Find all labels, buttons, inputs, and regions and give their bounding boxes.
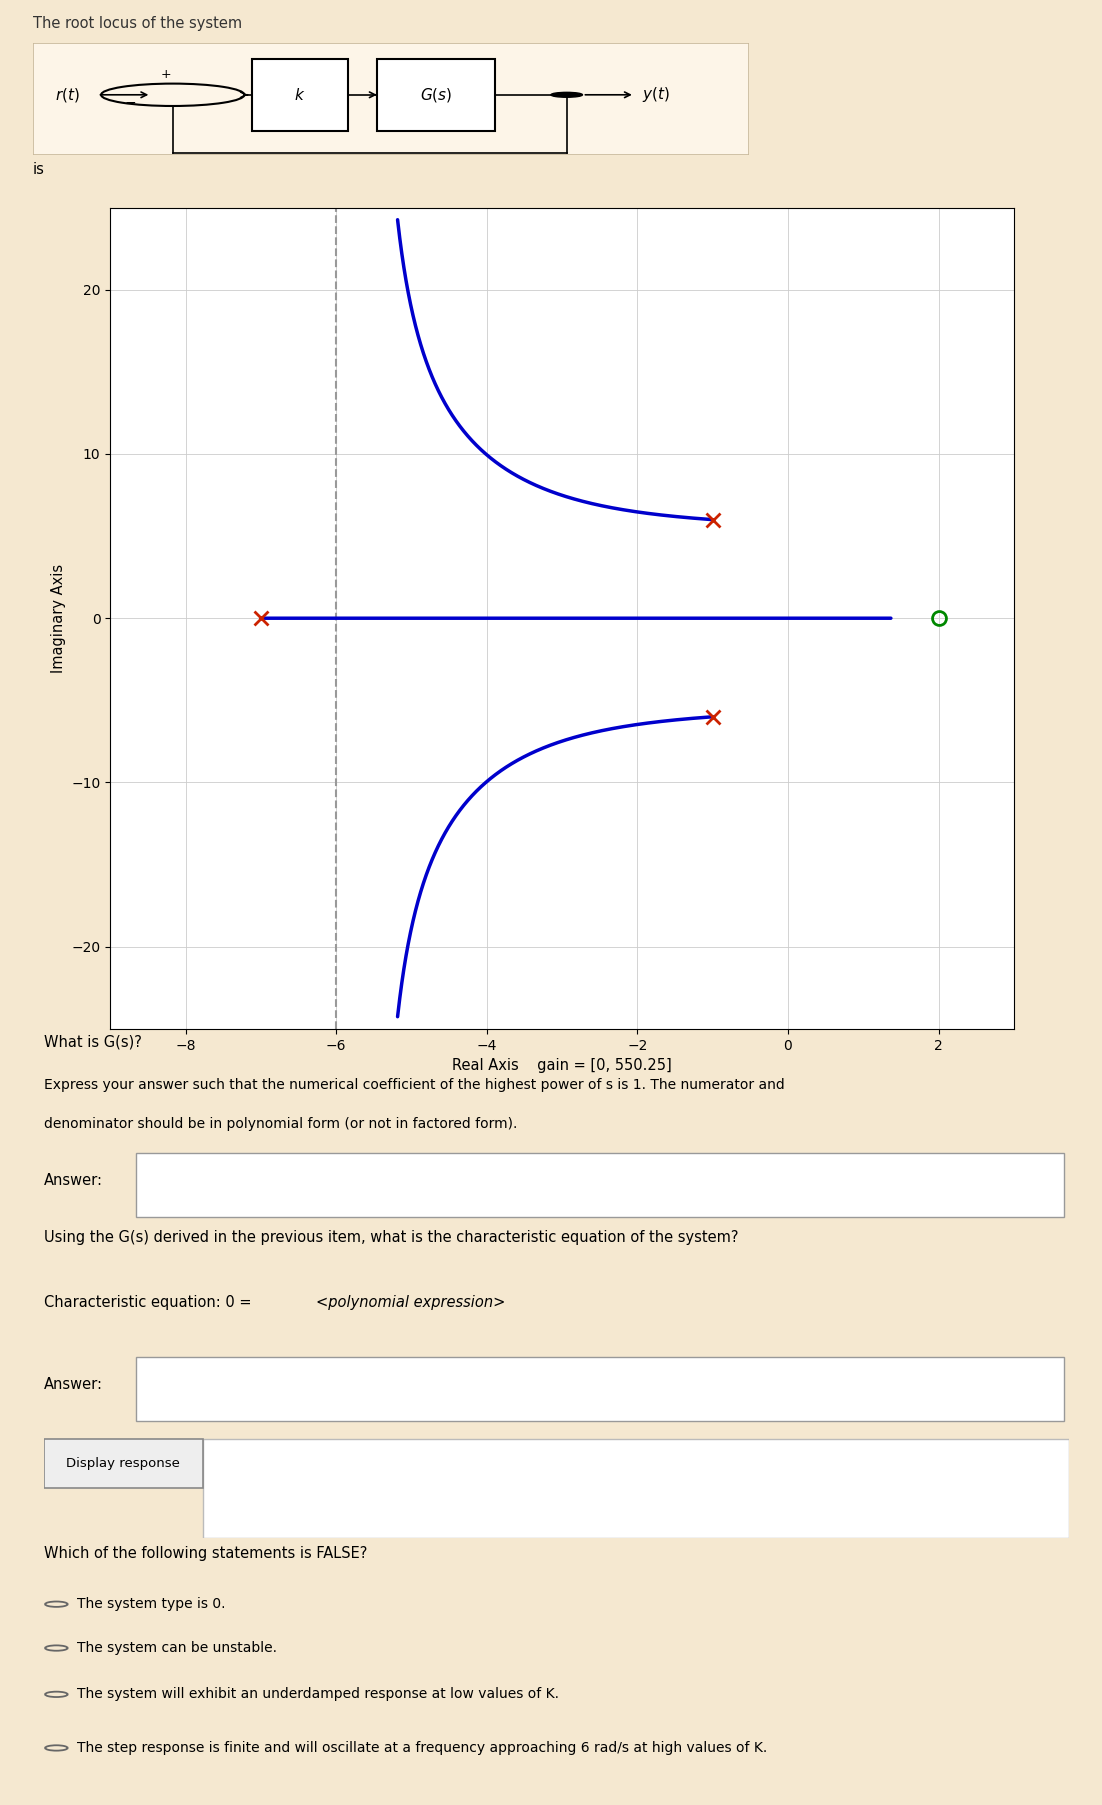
Text: The system type is 0.: The system type is 0. xyxy=(77,1597,226,1612)
FancyBboxPatch shape xyxy=(137,1357,1063,1421)
Text: Characteristic equation: 0 =: Characteristic equation: 0 = xyxy=(44,1296,256,1310)
FancyBboxPatch shape xyxy=(377,60,495,130)
Text: The system will exhibit an underdamped response at low values of K.: The system will exhibit an underdamped r… xyxy=(77,1688,559,1702)
Text: Display response: Display response xyxy=(66,1457,180,1469)
Text: The system can be unstable.: The system can be unstable. xyxy=(77,1641,277,1655)
Text: Express your answer such that the numerical coefficient of the highest power of : Express your answer such that the numeri… xyxy=(44,1078,785,1092)
Text: $-$: $-$ xyxy=(123,94,136,108)
Text: Answer:: Answer: xyxy=(44,1173,104,1188)
Y-axis label: Imaginary Axis: Imaginary Axis xyxy=(51,563,66,673)
Text: is: is xyxy=(33,162,45,177)
Text: $r(t)$: $r(t)$ xyxy=(54,87,79,105)
X-axis label: Real Axis    gain = [0, 550.25]: Real Axis gain = [0, 550.25] xyxy=(452,1058,672,1074)
Text: What is G(s)?: What is G(s)? xyxy=(44,1034,142,1051)
Text: Which of the following statements is FALSE?: Which of the following statements is FAL… xyxy=(44,1545,367,1561)
Text: denominator should be in polynomial form (or not in factored form).: denominator should be in polynomial form… xyxy=(44,1117,518,1132)
Text: The root locus of the system: The root locus of the system xyxy=(33,16,242,31)
FancyBboxPatch shape xyxy=(251,60,348,130)
Text: <polynomial expression>: <polynomial expression> xyxy=(315,1296,505,1310)
Text: $G(s)$: $G(s)$ xyxy=(420,87,453,105)
Text: Answer:: Answer: xyxy=(44,1377,104,1392)
Circle shape xyxy=(551,92,583,97)
Text: The step response is finite and will oscillate at a frequency approaching 6 rad/: The step response is finite and will osc… xyxy=(77,1742,767,1754)
Text: $y(t)$: $y(t)$ xyxy=(641,85,670,105)
FancyBboxPatch shape xyxy=(137,1153,1063,1217)
Text: $k$: $k$ xyxy=(294,87,305,103)
FancyBboxPatch shape xyxy=(33,43,749,155)
FancyBboxPatch shape xyxy=(44,1439,203,1487)
Text: Using the G(s) derived in the previous item, what is the characteristic equation: Using the G(s) derived in the previous i… xyxy=(44,1229,738,1245)
FancyBboxPatch shape xyxy=(203,1439,1069,1538)
Text: +: + xyxy=(160,69,171,81)
